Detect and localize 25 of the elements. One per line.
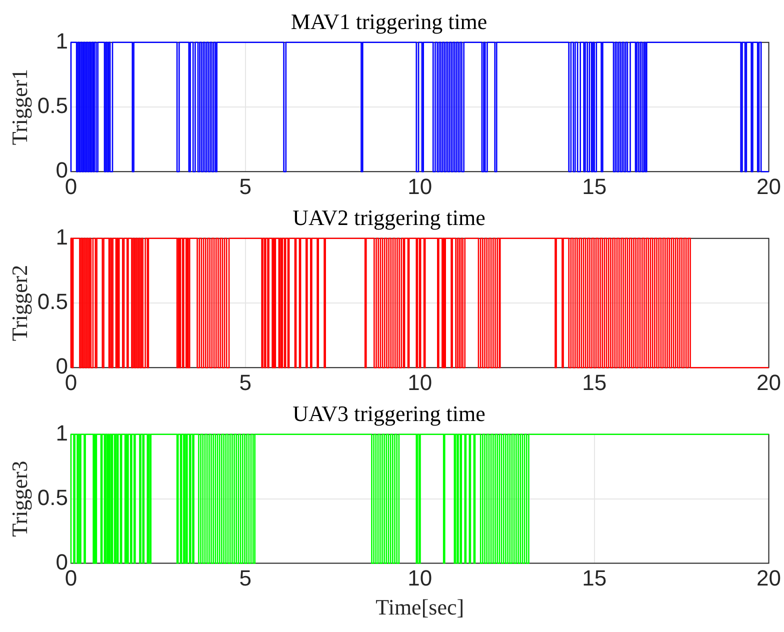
x-tick-label: 15 [582, 565, 607, 590]
x-tick-label: 5 [239, 174, 252, 199]
y-axis-title: Trigger3 [6, 460, 32, 537]
y-axis-title: Trigger2 [6, 264, 32, 342]
x-tick-label: 10 [408, 370, 432, 395]
x-tick-label: 5 [239, 370, 252, 395]
x-tick-label: 20 [756, 565, 782, 590]
x-axis-title: Time[sec] [376, 594, 464, 620]
y-tick-label: 1 [56, 28, 68, 54]
x-tick-label: 5 [239, 565, 252, 590]
y-tick-label: 1 [56, 420, 68, 446]
x-tick-label: 20 [756, 370, 782, 395]
y-tick-label: 0.5 [37, 289, 68, 314]
x-tick-label: 20 [756, 174, 782, 199]
y-tick-label: 0.5 [37, 484, 68, 510]
chart-title: UAV2 triggering time [292, 204, 486, 230]
x-tick-label: 10 [408, 174, 432, 199]
chart-title: MAV1 triggering time [290, 8, 488, 34]
y-tick-label: 1 [56, 224, 68, 250]
chart-title: UAV3 triggering time [292, 400, 486, 426]
y-axis-title: Trigger1 [6, 68, 32, 146]
x-tick-label: 15 [582, 174, 607, 199]
x-tick-label: 15 [582, 370, 607, 395]
y-tick-label: 0.5 [37, 93, 68, 118]
x-tick-label: 10 [408, 565, 432, 590]
